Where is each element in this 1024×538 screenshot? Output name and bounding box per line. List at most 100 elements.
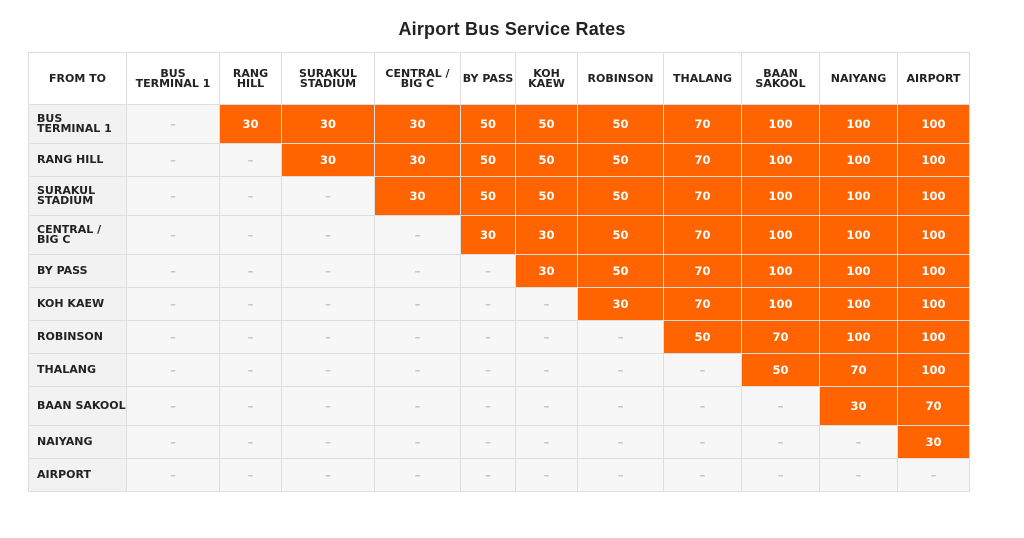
empty-cell: – bbox=[577, 458, 664, 492]
price-cell: 50 bbox=[577, 176, 664, 216]
empty-cell: – bbox=[126, 254, 220, 288]
col-header: CENTRAL / BIG C bbox=[374, 52, 461, 105]
empty-cell: – bbox=[515, 287, 578, 321]
empty-cell: – bbox=[577, 425, 664, 459]
empty-cell: – bbox=[577, 353, 664, 387]
page-title: Airport Bus Service Rates bbox=[398, 19, 626, 39]
empty-cell: – bbox=[577, 320, 664, 354]
col-header: BY PASS bbox=[460, 52, 516, 105]
row-header: AIRPORT bbox=[28, 458, 127, 492]
empty-cell: – bbox=[515, 353, 578, 387]
empty-cell: – bbox=[374, 320, 461, 354]
empty-cell: – bbox=[663, 425, 742, 459]
empty-cell: – bbox=[663, 386, 742, 426]
empty-cell: – bbox=[126, 353, 220, 387]
price-cell: 50 bbox=[515, 176, 578, 216]
price-cell: 70 bbox=[663, 176, 742, 216]
header-row: FROM TO BUS TERMINAL 1 RANG HILL SURAKUL… bbox=[28, 52, 970, 105]
table-row: BUS TERMINAL 1–30 30 30 50 50 50 70 100 100 100 bbox=[28, 104, 970, 144]
empty-cell: – bbox=[515, 425, 578, 459]
price-cell: 70 bbox=[663, 287, 742, 321]
row-header: THALANG bbox=[28, 353, 127, 387]
empty-cell: – bbox=[663, 458, 742, 492]
price-cell: 70 bbox=[663, 215, 742, 255]
price-cell: 30 bbox=[374, 104, 461, 144]
empty-cell: – bbox=[281, 386, 375, 426]
empty-cell: – bbox=[577, 386, 664, 426]
empty-cell: – bbox=[819, 458, 898, 492]
price-cell: 70 bbox=[663, 104, 742, 144]
price-cell: 100 bbox=[741, 254, 820, 288]
price-cell: 30 bbox=[819, 386, 898, 426]
corner-header: FROM TO bbox=[28, 52, 127, 105]
row-header: BAAN SAKOOL bbox=[28, 386, 127, 426]
price-cell: 100 bbox=[741, 104, 820, 144]
empty-cell: – bbox=[281, 215, 375, 255]
price-cell: 30 bbox=[460, 215, 516, 255]
price-cell: 100 bbox=[897, 287, 970, 321]
table-row: NAIYANG – – – – – – – – – –30 bbox=[28, 425, 970, 459]
price-cell: 50 bbox=[460, 104, 516, 144]
table-row: KOH KAEW – – – – – –30 70 100 100 100 bbox=[28, 287, 970, 321]
price-cell: 30 bbox=[281, 104, 375, 144]
price-cell: 100 bbox=[741, 143, 820, 177]
price-cell: 100 bbox=[741, 215, 820, 255]
table-row: BAAN SAKOOL – – – – – – – – –30 70 bbox=[28, 386, 970, 426]
empty-cell: – bbox=[515, 320, 578, 354]
empty-cell: – bbox=[281, 287, 375, 321]
empty-cell: – bbox=[460, 425, 516, 459]
price-cell: 50 bbox=[577, 143, 664, 177]
col-header: KOH KAEW bbox=[515, 52, 578, 105]
price-cell: 30 bbox=[515, 215, 578, 255]
empty-cell: – bbox=[219, 425, 282, 459]
col-header: THALANG bbox=[663, 52, 742, 105]
table-row: ROBINSON – – – – – – –50 70 100 100 bbox=[28, 320, 970, 354]
row-header: BY PASS bbox=[28, 254, 127, 288]
empty-cell: – bbox=[374, 386, 461, 426]
price-cell: 100 bbox=[819, 320, 898, 354]
price-cell: 50 bbox=[460, 176, 516, 216]
price-cell: 30 bbox=[515, 254, 578, 288]
empty-cell: – bbox=[126, 143, 220, 177]
empty-cell: – bbox=[741, 458, 820, 492]
empty-cell: – bbox=[374, 458, 461, 492]
price-cell: 100 bbox=[741, 287, 820, 321]
empty-cell: – bbox=[126, 458, 220, 492]
table-body: BUS TERMINAL 1–30 30 30 50 50 50 70 100 100 100 RA… bbox=[28, 104, 970, 492]
price-cell: 50 bbox=[577, 215, 664, 255]
empty-cell: – bbox=[515, 458, 578, 492]
empty-cell: – bbox=[126, 104, 220, 144]
col-header: ROBINSON bbox=[577, 52, 664, 105]
empty-cell: – bbox=[460, 386, 516, 426]
empty-cell: – bbox=[219, 458, 282, 492]
empty-cell: – bbox=[219, 320, 282, 354]
price-cell: 50 bbox=[515, 143, 578, 177]
empty-cell: – bbox=[281, 353, 375, 387]
price-cell: 100 bbox=[897, 353, 970, 387]
empty-cell: – bbox=[281, 458, 375, 492]
row-header: CENTRAL / BIG C bbox=[28, 215, 127, 255]
empty-cell: – bbox=[897, 458, 970, 492]
price-cell: 70 bbox=[819, 353, 898, 387]
price-cell: 100 bbox=[741, 176, 820, 216]
col-header: AIRPORT bbox=[897, 52, 970, 105]
empty-cell: – bbox=[219, 254, 282, 288]
empty-cell: – bbox=[219, 215, 282, 255]
price-cell: 30 bbox=[577, 287, 664, 321]
price-cell: 100 bbox=[819, 143, 898, 177]
price-cell: 50 bbox=[515, 104, 578, 144]
empty-cell: – bbox=[126, 386, 220, 426]
empty-cell: – bbox=[281, 425, 375, 459]
rates-table: FROM TO BUS TERMINAL 1 RANG HILL SURAKUL… bbox=[28, 52, 970, 492]
empty-cell: – bbox=[126, 425, 220, 459]
empty-cell: – bbox=[819, 425, 898, 459]
col-header: BAAN SAKOOL bbox=[741, 52, 820, 105]
price-cell: 100 bbox=[897, 143, 970, 177]
empty-cell: – bbox=[663, 353, 742, 387]
table-row: SURAKUL STADIUM – – –30 50 50 50 70 100 100 100 bbox=[28, 176, 970, 216]
row-header: ROBINSON bbox=[28, 320, 127, 354]
price-cell: 100 bbox=[819, 176, 898, 216]
price-cell: 50 bbox=[663, 320, 742, 354]
empty-cell: – bbox=[374, 353, 461, 387]
empty-cell: – bbox=[126, 287, 220, 321]
